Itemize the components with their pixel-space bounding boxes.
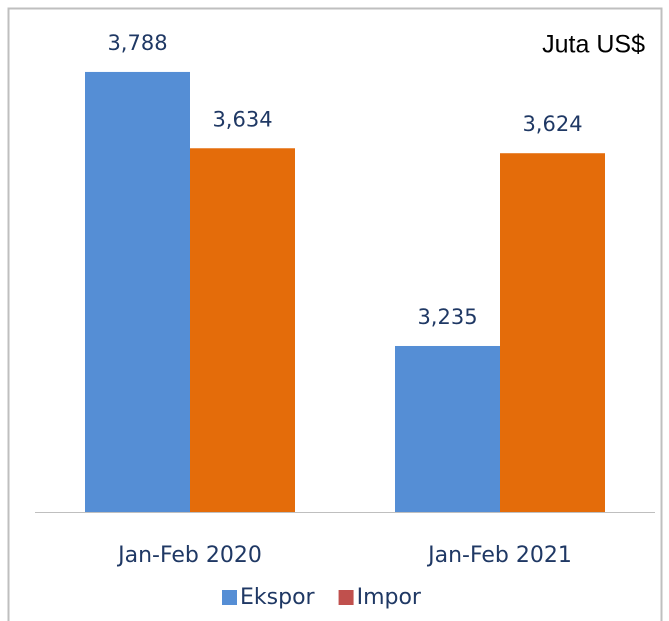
data-label: 3,235: [417, 305, 477, 329]
bar: [395, 345, 500, 512]
legend-swatch: [338, 590, 354, 605]
bar: [85, 71, 190, 513]
x-tick-label: Jan-Feb 2020: [116, 543, 262, 568]
data-label: 3,634: [212, 107, 272, 131]
legend-label: Ekspor: [240, 585, 316, 610]
data-label: 3,788: [107, 31, 167, 55]
legend-label: Impor: [357, 585, 422, 610]
frame: [7, 7, 663, 621]
legend-swatch: [222, 590, 237, 605]
unit-annotation: Juta US$: [542, 31, 645, 59]
bar: [500, 153, 605, 512]
data-label: 3,624: [522, 112, 582, 136]
bar: [190, 148, 295, 513]
x-tick-label: Jan-Feb 2021: [426, 543, 572, 568]
